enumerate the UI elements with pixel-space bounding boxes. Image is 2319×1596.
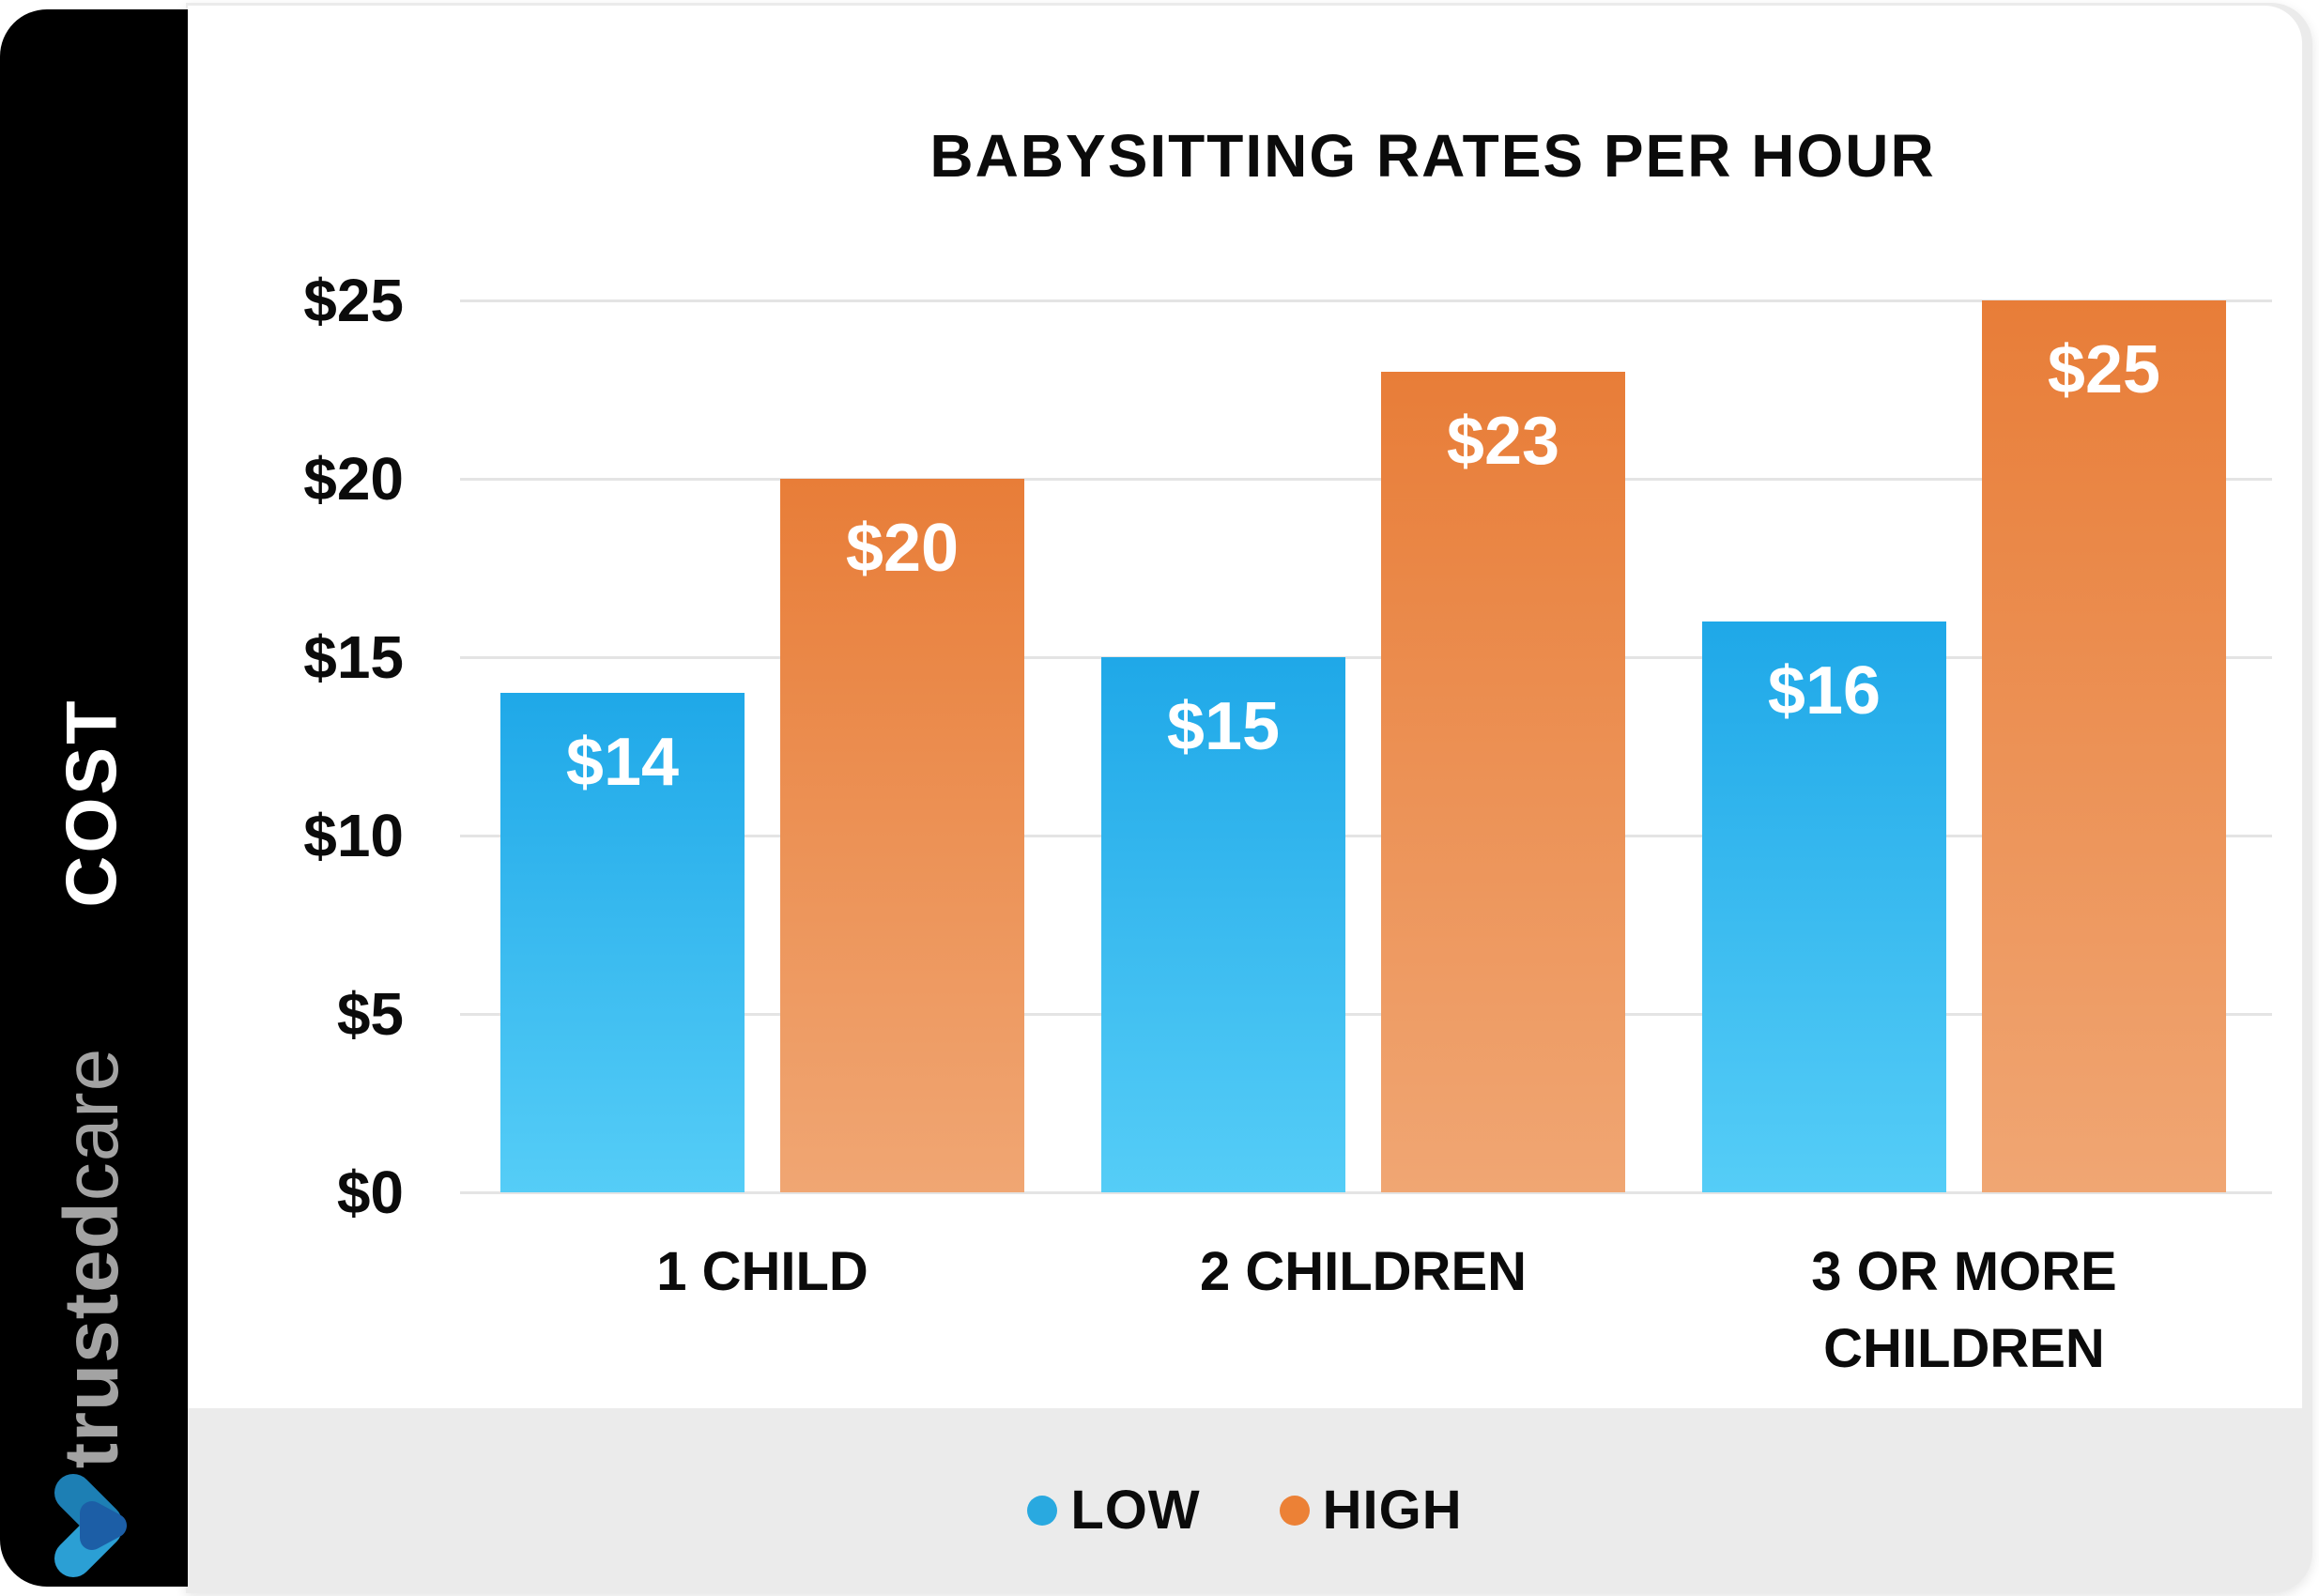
gridline-$10	[460, 835, 2272, 837]
legend-dot-high	[1279, 1496, 1310, 1526]
x-category-label-1: 1 CHILD	[656, 1241, 868, 1302]
x-category-label-3: 3 OR MORE CHILDREN	[1811, 1241, 2117, 1379]
sidebar: COST trustedcare	[0, 9, 188, 1587]
gridline-$20	[460, 478, 2272, 481]
y-tick-label-$25: $25	[303, 267, 404, 334]
legend-label-low: LOW	[1070, 1480, 1201, 1541]
legend-dot-low	[1027, 1496, 1058, 1526]
y-tick-label-$10: $10	[303, 802, 404, 869]
y-axis-title: COST	[52, 698, 132, 908]
gridline-$5	[460, 1013, 2272, 1016]
gridline-$25	[460, 299, 2272, 302]
y-tick-label-$20: $20	[303, 445, 404, 513]
bar-low-3: $16	[1702, 622, 1946, 1192]
brand-wordmark-bold: trusted	[49, 1201, 134, 1469]
chart-legend: LOW HIGH	[188, 1483, 2302, 1538]
bar-value-label: $25	[2047, 332, 2161, 407]
bar-low-2: $15	[1101, 657, 1345, 1192]
x-category-label-2: 2 CHILDREN	[1199, 1241, 1528, 1302]
chart-title: BABYSITTING RATES PER HOUR	[929, 122, 1936, 190]
bar-value-label: $20	[845, 511, 960, 586]
bar-high-3: $25	[1982, 300, 2226, 1192]
gridline-$0	[460, 1191, 2272, 1194]
brand-wordmark-light: care	[49, 1047, 134, 1202]
brand-wordmark: trustedcare	[48, 1048, 136, 1468]
gridline-$15	[460, 656, 2272, 659]
y-tick-label-$0: $0	[336, 1159, 404, 1226]
y-tick-label-$15: $15	[303, 623, 404, 691]
bar-value-label: $23	[1446, 404, 1560, 479]
bar-value-label: $15	[1166, 689, 1281, 764]
legend-item-low: LOW	[1027, 1483, 1200, 1538]
bar-low-1: $14	[500, 693, 745, 1192]
bar-value-label: $14	[565, 725, 680, 800]
y-tick-label-$5: $5	[336, 980, 404, 1048]
logo-point	[80, 1501, 127, 1550]
bar-high-2: $23	[1381, 372, 1625, 1192]
legend-label-high: HIGH	[1322, 1480, 1463, 1541]
bar-high-1: $20	[780, 479, 1024, 1192]
bar-value-label: $16	[1767, 653, 1881, 729]
legend-item-high: HIGH	[1279, 1480, 1463, 1541]
trustedcare-heart-logo	[54, 1474, 127, 1577]
